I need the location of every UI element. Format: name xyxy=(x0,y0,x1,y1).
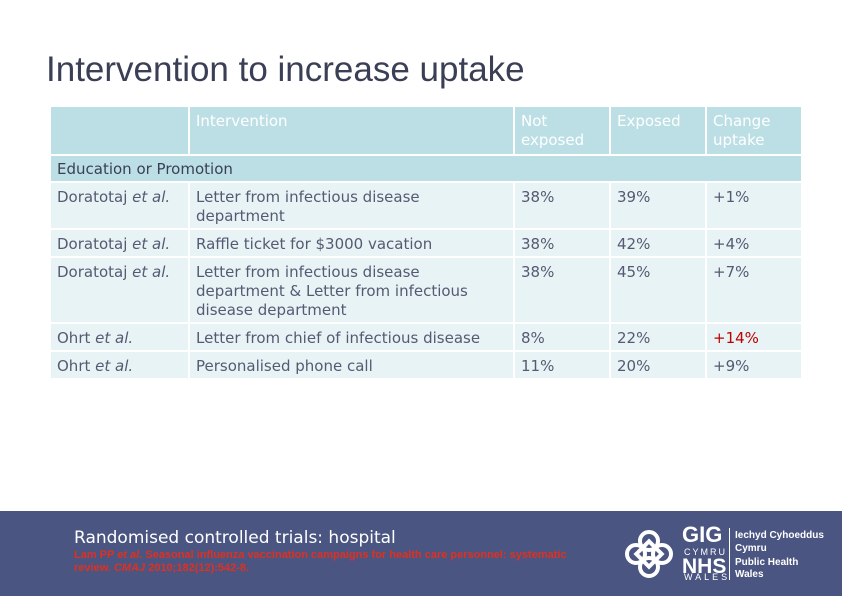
exposed-cell: 22% xyxy=(611,324,705,350)
change-cell: +1% xyxy=(707,183,801,228)
table-row: Doratotaj et al. Letter from infectious … xyxy=(51,258,801,322)
logo-line-1: Iechyd Cyhoeddus xyxy=(735,530,824,541)
change-cell: +7% xyxy=(707,258,801,322)
logo-divider xyxy=(729,528,730,580)
section-row: Education or Promotion xyxy=(51,156,801,181)
study-author: Ohrt xyxy=(57,329,91,347)
study-etal: et al. xyxy=(95,329,134,347)
study-etal: et al. xyxy=(132,263,171,281)
intervention-cell: Letter from infectious disease departmen… xyxy=(190,183,513,228)
table-row: Ohrt et al. Personalised phone call 11% … xyxy=(51,352,801,378)
celtic-knot-logo-icon xyxy=(625,530,673,578)
intervention-cell: Personalised phone call xyxy=(190,352,513,378)
not-exposed-cell: 8% xyxy=(515,324,609,350)
footer-heading: Randomised controlled trials: hospital xyxy=(74,528,396,548)
not-exposed-cell: 11% xyxy=(515,352,609,378)
table-row: Ohrt et al. Letter from chief of infecti… xyxy=(51,324,801,350)
ref-citation: 2010;182(12):542-8. xyxy=(148,562,250,574)
table-header-row: Intervention Not exposed Exposed Change … xyxy=(51,107,801,154)
study-cell: Ohrt et al. xyxy=(51,324,188,350)
table-row: Doratotaj et al. Raffle ticket for $3000… xyxy=(51,230,801,256)
change-cell: +4% xyxy=(707,230,801,256)
exposed-cell: 45% xyxy=(611,258,705,322)
results-table: Intervention Not exposed Exposed Change … xyxy=(49,105,803,380)
section-label: Education or Promotion xyxy=(51,156,801,181)
study-cell: Doratotaj et al. xyxy=(51,258,188,322)
footer-banner xyxy=(0,511,842,596)
table-row: Doratotaj et al. Letter from infectious … xyxy=(51,183,801,228)
logo-line-4: Wales xyxy=(735,569,764,580)
study-cell: Doratotaj et al. xyxy=(51,230,188,256)
exposed-cell: 39% xyxy=(611,183,705,228)
exposed-cell: 20% xyxy=(611,352,705,378)
header-change-uptake: Change uptake xyxy=(707,107,801,154)
study-etal: et al. xyxy=(95,357,134,375)
header-not-exposed: Not exposed xyxy=(515,107,609,154)
exposed-cell: 42% xyxy=(611,230,705,256)
logo-line-2: Cymru xyxy=(735,543,767,554)
logo-cymru-text: CYMRU xyxy=(684,547,727,557)
page-title: Intervention to increase uptake xyxy=(46,50,525,89)
intervention-cell: Letter from infectious disease departmen… xyxy=(190,258,513,322)
header-study xyxy=(51,107,188,154)
study-cell: Ohrt et al. xyxy=(51,352,188,378)
study-author: Doratotaj xyxy=(57,188,128,206)
study-author: Doratotaj xyxy=(57,235,128,253)
header-exposed: Exposed xyxy=(611,107,705,154)
reference-citation: Lam PP et al. Seasonal influenza vaccina… xyxy=(74,549,594,575)
logo-wales-text: WALES xyxy=(684,572,731,582)
not-exposed-cell: 38% xyxy=(515,258,609,322)
ref-journal: CMAJ xyxy=(113,562,146,574)
study-etal: et al. xyxy=(132,188,171,206)
intervention-cell: Raffle ticket for $3000 vacation xyxy=(190,230,513,256)
logo-gig-text: GIG xyxy=(682,522,723,547)
study-etal: et al. xyxy=(132,235,171,253)
change-cell-highlight: +14% xyxy=(707,324,801,350)
header-intervention: Intervention xyxy=(190,107,513,154)
change-cell: +9% xyxy=(707,352,801,378)
not-exposed-cell: 38% xyxy=(515,230,609,256)
intervention-cell: Letter from chief of infectious disease xyxy=(190,324,513,350)
ref-title: Seasonal influenza vaccination campaigns… xyxy=(74,549,567,574)
study-cell: Doratotaj et al. xyxy=(51,183,188,228)
study-author: Ohrt xyxy=(57,357,91,375)
logo-nhs-text: NHS xyxy=(682,555,727,578)
logo-line-3: Public Health xyxy=(735,557,799,568)
not-exposed-cell: 38% xyxy=(515,183,609,228)
ref-etal: et al. xyxy=(117,549,143,561)
ref-author: Lam PP xyxy=(74,549,115,561)
study-author: Doratotaj xyxy=(57,263,128,281)
